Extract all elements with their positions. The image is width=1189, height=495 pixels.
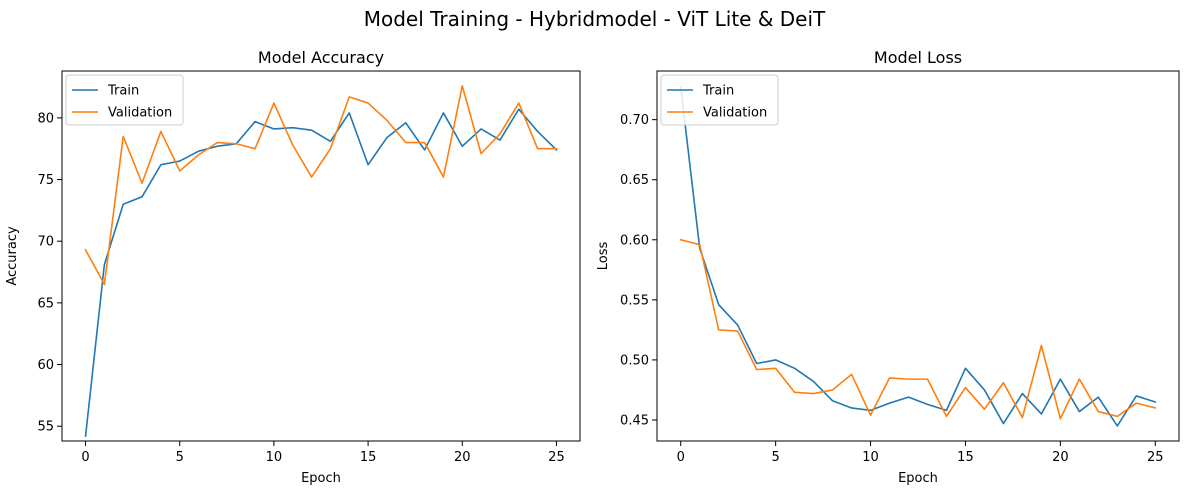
accuracy-x-tick-label: 20 [454, 450, 471, 465]
loss-x-axis-label: Epoch [898, 471, 938, 486]
loss-x-tick-label: 0 [677, 450, 685, 465]
loss-plot-frame [656, 70, 1180, 442]
loss-y-tick-label: 0.50 [620, 353, 649, 368]
accuracy-y-tick-label: 65 [37, 296, 54, 311]
accuracy-y-axis-label: Accuracy [5, 226, 20, 286]
accuracy-plot-frame [61, 70, 581, 442]
accuracy-train-line [84, 108, 558, 437]
loss-train-line [679, 86, 1157, 427]
accuracy-chart-title: Model Accuracy [258, 48, 384, 67]
accuracy-x-tick-label: 15 [360, 450, 377, 465]
loss-y-tick-label: 0.70 [620, 113, 649, 128]
loss-y-tick-label: 0.65 [620, 173, 649, 188]
accuracy-y-tick-label: 60 [37, 358, 54, 373]
loss-x-tick-label: 15 [957, 450, 974, 465]
accuracy-validation-line [84, 85, 558, 286]
loss-x-tick-label: 5 [771, 450, 779, 465]
accuracy-x-tick-label: 5 [176, 450, 184, 465]
accuracy-y-tick-label: 70 [37, 235, 54, 250]
loss-y-tick-label: 0.55 [620, 293, 649, 308]
accuracy-legend: Train Validation [65, 74, 184, 126]
accuracy-x-tick-label: 25 [548, 450, 565, 465]
accuracy-legend-label-validation: Validation [108, 106, 172, 121]
accuracy-y-tick-label: 80 [37, 111, 54, 126]
loss-x-tick-label: 10 [862, 450, 879, 465]
loss-x-tick-label: 20 [1052, 450, 1069, 465]
loss-legend-label-validation: Validation [703, 106, 767, 121]
loss-validation-line [679, 238, 1157, 420]
accuracy-x-axis-label: Epoch [301, 471, 341, 486]
loss-y-axis-label: Loss [596, 242, 611, 271]
loss-chart-title: Model Loss [874, 48, 962, 67]
figure-suptitle: Model Training - Hybridmodel - ViT Lite … [364, 7, 826, 31]
loss-legend-label-train: Train [702, 84, 734, 99]
accuracy-x-tick-label: 0 [81, 450, 89, 465]
loss-y-tick-label: 0.45 [620, 413, 649, 428]
accuracy-x-tick-label: 10 [266, 450, 283, 465]
accuracy-y-tick-label: 75 [37, 173, 54, 188]
loss-chart: Model Loss Epoch Loss 0 5 10 15 20 25 0.45 0.50 0.5… [596, 48, 1180, 486]
accuracy-legend-label-train: Train [107, 84, 139, 99]
loss-y-tick-label: 0.60 [620, 233, 649, 248]
accuracy-chart: Model Accuracy Epoch Accuracy 0 5 10 15 20 25 55 6… [5, 48, 581, 486]
accuracy-y-tick-label: 55 [37, 420, 54, 435]
loss-x-tick-label: 25 [1147, 450, 1164, 465]
loss-legend: Train Validation [660, 74, 779, 126]
